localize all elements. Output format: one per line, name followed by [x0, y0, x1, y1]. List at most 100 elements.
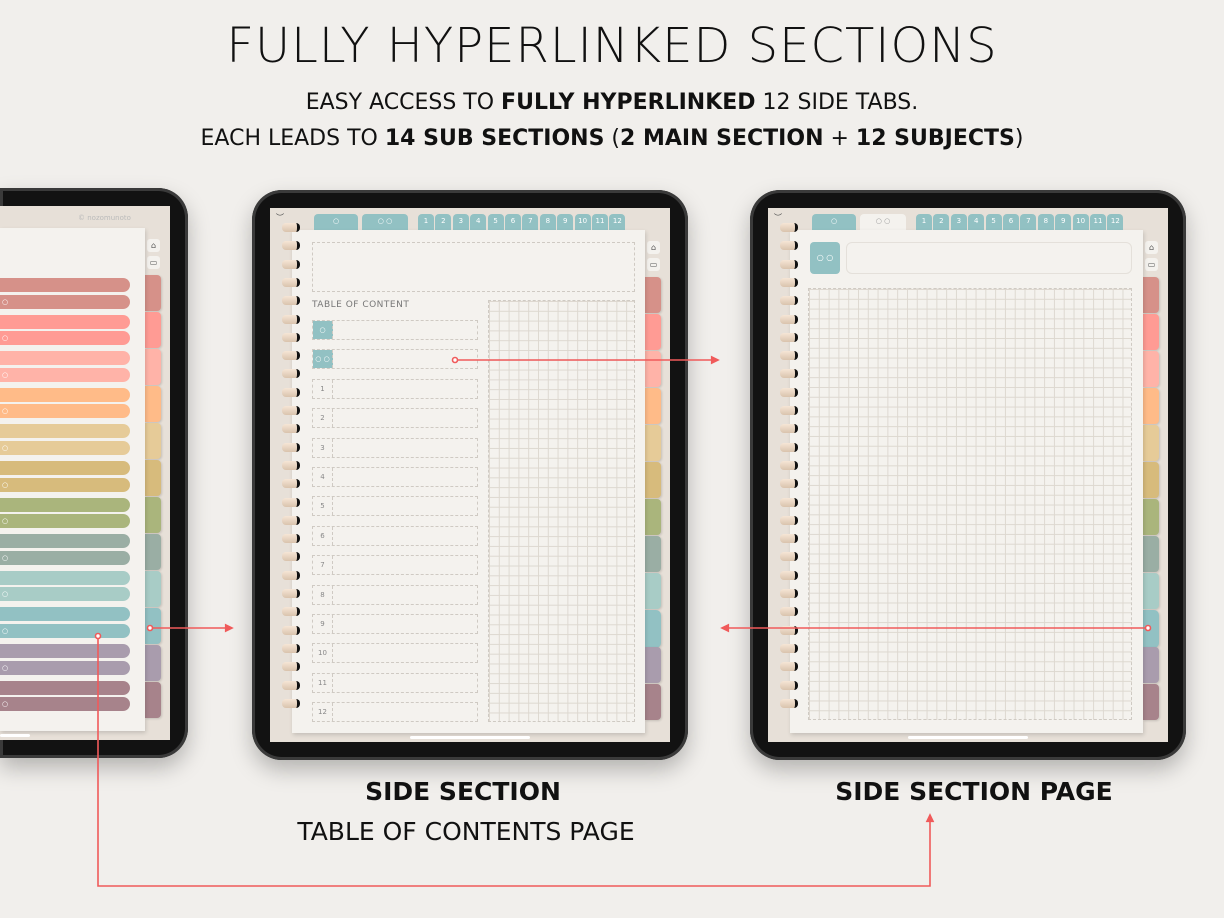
section-link-bar[interactable]: [0, 607, 130, 622]
toc-row[interactable]: 5: [312, 496, 478, 517]
top-tab-main-2[interactable]: ○ ○: [362, 214, 408, 231]
section-link-bar[interactable]: ○: [0, 550, 130, 565]
section-link-bar[interactable]: [0, 387, 130, 402]
section-link-bar[interactable]: [0, 424, 130, 439]
side-tab-2[interactable]: [1143, 314, 1159, 350]
side-tab-9[interactable]: [145, 571, 161, 607]
top-tab-12[interactable]: 12: [1107, 214, 1124, 231]
toc-row[interactable]: ○ ○: [312, 349, 478, 370]
top-tab-1[interactable]: 1: [418, 214, 434, 231]
toc-row[interactable]: 7: [312, 555, 478, 576]
top-tab-3[interactable]: 3: [452, 214, 469, 231]
section-link-bar[interactable]: ○: [0, 477, 130, 492]
top-tab-3[interactable]: 3: [950, 214, 967, 231]
side-tab-6[interactable]: [1143, 462, 1159, 498]
top-tab-6[interactable]: 6: [1003, 214, 1019, 231]
section-link-bar[interactable]: ○: [0, 404, 130, 419]
toc-row[interactable]: 4: [312, 467, 478, 487]
collapse-icon[interactable]: ︶: [774, 213, 782, 222]
side-tab-5[interactable]: [645, 425, 661, 461]
top-tab-11[interactable]: 11: [1090, 214, 1106, 231]
top-tab-10[interactable]: 10: [574, 214, 591, 231]
side-tab-4[interactable]: [645, 388, 661, 424]
side-tab-11[interactable]: [145, 645, 161, 681]
top-tab-5[interactable]: 5: [985, 214, 1002, 231]
top-tab-12[interactable]: 12: [609, 214, 626, 231]
top-tab-7[interactable]: 7: [522, 214, 539, 231]
toc-row[interactable]: 6: [312, 525, 478, 546]
top-tab-6[interactable]: 6: [505, 214, 521, 231]
side-tab-3[interactable]: [145, 349, 161, 385]
side-tab-4[interactable]: [1143, 388, 1159, 424]
side-tab-12[interactable]: [645, 684, 661, 720]
section-link-bar[interactable]: [0, 534, 130, 549]
side-tab-2[interactable]: [645, 314, 661, 350]
toc-row[interactable]: 2: [312, 408, 478, 429]
calendar-button[interactable]: ▭: [147, 256, 160, 269]
section-link-bar[interactable]: ○: [0, 440, 130, 455]
top-tab-11[interactable]: 11: [592, 214, 608, 231]
side-tab-12[interactable]: [1143, 684, 1159, 720]
side-tab-8[interactable]: [145, 534, 161, 570]
side-tab-11[interactable]: [1143, 647, 1159, 683]
section-link-bar[interactable]: [0, 461, 130, 475]
side-tab-6[interactable]: [645, 462, 661, 498]
section-link-bar[interactable]: ○: [0, 587, 130, 602]
top-tab-9[interactable]: 9: [1055, 214, 1072, 231]
side-tab-8[interactable]: [1143, 536, 1159, 572]
top-tab-5[interactable]: 5: [487, 214, 504, 231]
section-link-bar[interactable]: ○: [0, 367, 130, 382]
title-box[interactable]: [846, 242, 1132, 274]
toc-row[interactable]: 10: [312, 643, 478, 664]
section-link-bar[interactable]: ○: [0, 331, 130, 346]
collapse-icon[interactable]: ︶: [276, 213, 284, 222]
top-tab-main-1[interactable]: ○: [812, 214, 856, 231]
top-tab-8[interactable]: 8: [1037, 214, 1054, 231]
calendar-button[interactable]: ▭: [1145, 258, 1158, 271]
top-tab-2[interactable]: 2: [933, 214, 950, 231]
toc-row[interactable]: 3: [312, 437, 478, 458]
side-tab-5[interactable]: [145, 423, 161, 459]
top-tab-4[interactable]: 4: [470, 214, 487, 231]
side-tab-9[interactable]: [1143, 573, 1159, 609]
side-tab-11[interactable]: [645, 647, 661, 683]
section-link-bar[interactable]: ○: [0, 294, 130, 309]
side-tab-10[interactable]: [145, 608, 161, 644]
side-tab-1[interactable]: [145, 275, 161, 311]
side-tab-5[interactable]: [1143, 425, 1159, 461]
side-tab-1[interactable]: [1143, 277, 1159, 313]
side-tab-3[interactable]: [1143, 351, 1159, 387]
side-tab-7[interactable]: [645, 499, 661, 535]
section-link-bar[interactable]: [0, 351, 130, 366]
side-tab-8[interactable]: [645, 536, 661, 572]
toc-row[interactable]: 8: [312, 584, 478, 605]
top-tab-main-1[interactable]: ○: [314, 214, 358, 231]
side-tab-10[interactable]: [640, 610, 661, 648]
home-button[interactable]: ⌂: [147, 239, 160, 252]
section-link-bar[interactable]: [0, 278, 130, 292]
grid-notes[interactable]: [488, 300, 635, 722]
top-tab-1[interactable]: 1: [916, 214, 932, 231]
section-link-bar[interactable]: [0, 570, 130, 585]
top-tab-2[interactable]: 2: [435, 214, 452, 231]
side-tab-1[interactable]: [645, 277, 661, 313]
side-tab-9[interactable]: [645, 573, 661, 609]
home-button[interactable]: ⌂: [1145, 241, 1158, 254]
calendar-button[interactable]: ▭: [647, 258, 660, 271]
top-tab-7[interactable]: 7: [1020, 214, 1037, 231]
grid-page[interactable]: [808, 288, 1132, 720]
top-tab-main-2[interactable]: ○ ○: [860, 214, 906, 231]
home-button[interactable]: ⌂: [647, 241, 660, 254]
section-link-bar[interactable]: ○: [0, 514, 130, 529]
toc-row[interactable]: 12: [312, 702, 478, 723]
toc-row[interactable]: 1: [312, 378, 478, 399]
top-tab-8[interactable]: 8: [539, 214, 556, 231]
toc-row[interactable]: ○: [312, 320, 478, 340]
side-tab-7[interactable]: [1143, 499, 1159, 535]
side-tab-7[interactable]: [145, 497, 161, 533]
side-tab-6[interactable]: [145, 460, 161, 496]
side-tab-2[interactable]: [145, 312, 161, 348]
top-tab-4[interactable]: 4: [968, 214, 985, 231]
top-tab-9[interactable]: 9: [557, 214, 574, 231]
toc-row[interactable]: 9: [312, 614, 478, 634]
